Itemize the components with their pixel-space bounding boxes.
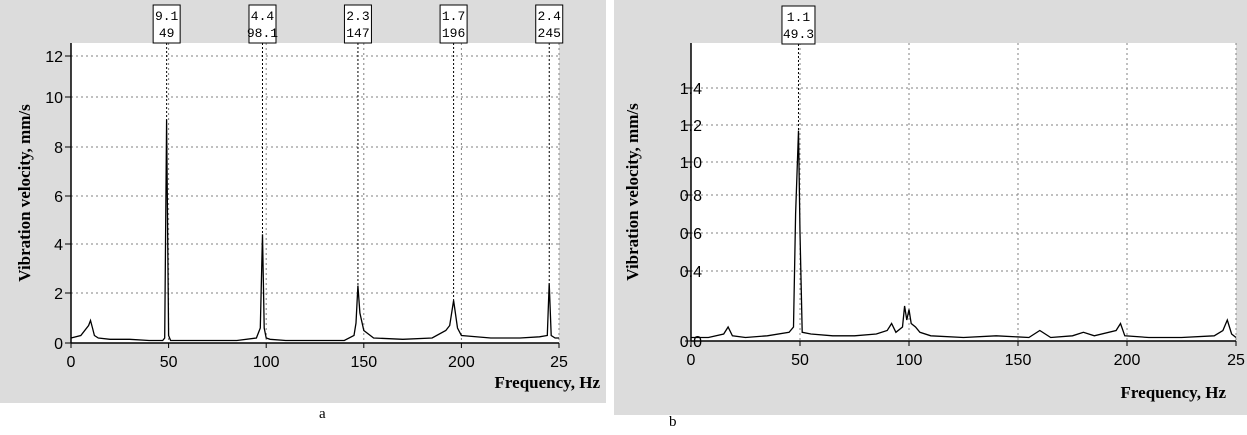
- y-tick-label: 12: [45, 49, 63, 66]
- peak-marker-box: [343, 4, 372, 44]
- x-tick-label: 150: [350, 354, 377, 371]
- x-tick-label: 150: [1005, 352, 1032, 369]
- spectrum-chart-b: 0.00.40.60.81.01.21.40 50 100 150 200 25Frequ…: [623, 5, 1245, 402]
- y-tick-label: 0.6: [680, 226, 702, 243]
- peak-amplitude-label: 9.1: [155, 9, 179, 24]
- y-tick-label: 0: [54, 336, 63, 353]
- peak-frequency-label: 147: [346, 26, 369, 41]
- panel-caption-a: a: [319, 406, 326, 422]
- peak-marker-box: [248, 4, 277, 44]
- y-axis-title: Vibration velocity, mm/s: [15, 104, 34, 282]
- x-tick-label: 50: [160, 354, 178, 371]
- peak-amplitude-label: 2.3: [346, 9, 369, 24]
- y-tick-label: 8: [54, 140, 63, 157]
- x-tick-label: 100: [253, 354, 280, 371]
- chart-panel-b: 0.0 0.4 0.6 0.8 1.0 1.2 1.4 0 50 100 150 200 25 Frequ…: [614, 0, 1247, 415]
- peak-amplitude-label: 4.4: [251, 9, 275, 24]
- y-tick-label: 1.2: [680, 118, 702, 135]
- x-tick-label: 200: [1114, 352, 1141, 369]
- spectrum-chart-a: 0 2 4 6 8 10 12 0 50 100 150 200 25 Frequency, Hz Vibr…: [15, 4, 601, 392]
- y-axis-title: Vibration velocity, mm/s: [623, 103, 642, 281]
- peak-frequency-label: 49.3: [783, 27, 814, 42]
- peak-frequency-label: 98.1: [247, 26, 278, 41]
- peak-frequency-label: 196: [442, 26, 465, 41]
- chart-panel-a: 0 2 4 6 8 10 12 0 50 100 150 200 25 Frequency, Hz Vibr…: [0, 0, 606, 403]
- y-tick-label: 1.0: [680, 155, 702, 172]
- y-tick-label: 0.4: [680, 264, 702, 281]
- x-tick-label: 200: [448, 354, 475, 371]
- y-tick-label: 4: [54, 237, 63, 254]
- x-tick-label: 25: [550, 354, 568, 371]
- peak-marker-box: [781, 5, 816, 45]
- y-tick-label: 10: [45, 90, 63, 107]
- spectrum-line: [70, 119, 559, 342]
- y-tick-label: 0.8: [680, 188, 702, 205]
- x-axis-title: Frequency, Hz: [495, 373, 601, 392]
- peak-frequency-label: 245: [538, 26, 561, 41]
- plot-area: [71, 43, 559, 343]
- peak-frequency-label: 49: [159, 26, 175, 41]
- x-tick-label: 0: [687, 352, 696, 369]
- plot-area: [691, 43, 1236, 341]
- x-tick-label: 25: [1227, 352, 1245, 369]
- x-axis-title: Frequency, Hz: [1121, 383, 1227, 402]
- peak-amplitude-label: 1.1: [787, 10, 811, 25]
- panel-caption-b: b: [669, 414, 677, 430]
- spectrum-line: [691, 130, 1237, 339]
- peak-marker-box: [439, 4, 468, 44]
- y-tick-label: 1.4: [680, 81, 702, 98]
- peak-marker-box: [152, 4, 181, 44]
- x-tick-label: 0: [67, 354, 76, 371]
- x-tick-label: 100: [896, 352, 923, 369]
- peak-amplitude-label: 1.7: [442, 9, 465, 24]
- peak-amplitude-label: 2.4: [538, 9, 562, 24]
- x-tick-label: 50: [791, 352, 809, 369]
- y-tick-label: 6: [54, 189, 63, 206]
- y-tick-label: 2: [54, 286, 63, 303]
- peak-marker-box: [535, 4, 564, 44]
